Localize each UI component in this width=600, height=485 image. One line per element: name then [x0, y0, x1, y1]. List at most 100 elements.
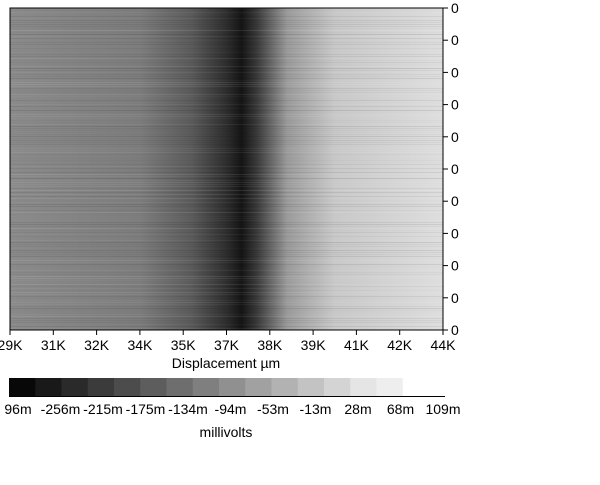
- scanline: [10, 242, 443, 243]
- scanline: [10, 124, 443, 125]
- x-tick-label: 41K: [344, 337, 370, 353]
- scanline: [10, 316, 443, 317]
- colorbar-swatch: [324, 378, 351, 396]
- y-tick-label: 0: [451, 161, 459, 177]
- scanline: [10, 122, 443, 123]
- x-tick-label: 44K: [431, 337, 457, 353]
- colorbar-tick-label: -175m: [126, 401, 166, 417]
- scanline: [10, 310, 443, 311]
- scanline: [10, 46, 443, 47]
- scanline: [10, 200, 443, 201]
- colorbar-swatch: [219, 378, 246, 396]
- colorbar-swatch: [114, 378, 141, 396]
- scanline: [10, 64, 443, 65]
- scanline: [10, 18, 443, 19]
- colorbar-tick-label: -215m: [83, 401, 123, 417]
- scanline: [10, 192, 443, 193]
- scanline: [10, 30, 443, 31]
- scanline: [10, 270, 443, 271]
- scanline: [10, 52, 443, 53]
- scanline: [10, 182, 443, 183]
- scanline: [10, 108, 443, 109]
- scanline: [10, 70, 443, 71]
- scanline: [10, 212, 443, 213]
- x-tick-label: 31K: [41, 337, 67, 353]
- scanline: [10, 22, 443, 23]
- scanline: [10, 248, 443, 249]
- scanline: [10, 260, 443, 261]
- scanline: [10, 286, 443, 287]
- scanline: [10, 114, 443, 115]
- scanline: [10, 138, 443, 139]
- scanline: [10, 40, 443, 41]
- y-tick-label: 0: [451, 322, 459, 338]
- scanline: [10, 318, 443, 319]
- scanline: [10, 210, 443, 211]
- scanline: [10, 288, 443, 289]
- scanline: [10, 326, 443, 327]
- colorbar: [9, 378, 445, 397]
- scanline: [10, 196, 443, 197]
- colorbar-swatch: [166, 378, 194, 396]
- scanline: [10, 28, 443, 29]
- scanline: [10, 160, 443, 161]
- scanline: [10, 140, 443, 141]
- scanline: [10, 308, 443, 309]
- scanline: [10, 80, 443, 81]
- scanline: [10, 60, 443, 61]
- scanline: [10, 220, 443, 221]
- scanline: [10, 76, 443, 77]
- scanline: [10, 94, 443, 95]
- scanline: [10, 290, 443, 291]
- heatmap-plot-area: [9, 7, 444, 331]
- scanline: [10, 172, 443, 173]
- scanline: [10, 120, 443, 121]
- scanline: [10, 136, 443, 137]
- scanline: [10, 272, 443, 273]
- colorbar-label: millivolts: [200, 424, 253, 440]
- colorbar-swatch: [402, 378, 430, 396]
- scanline: [10, 302, 443, 303]
- scanline: [10, 72, 443, 73]
- colorbar-swatch: [140, 378, 167, 396]
- x-tick-label: 29K: [0, 337, 23, 353]
- colorbar-tick-label: 68m: [387, 401, 414, 417]
- scanline: [10, 32, 443, 33]
- scanline: [10, 116, 443, 117]
- scanline: [10, 202, 443, 203]
- scanline: [10, 280, 443, 281]
- scanline: [10, 256, 443, 257]
- scanline: [10, 226, 443, 227]
- scanline: [10, 238, 443, 239]
- scanline: [10, 44, 443, 45]
- scanline: [10, 232, 443, 233]
- scanline: [10, 214, 443, 215]
- scanline: [10, 254, 443, 255]
- colorbar-tick-label: -256m: [41, 401, 81, 417]
- scanline: [10, 230, 443, 231]
- scanline: [10, 246, 443, 247]
- heatmap-scanlines: [10, 8, 443, 329]
- scanline: [10, 314, 443, 315]
- scanline: [10, 126, 443, 127]
- scanline: [10, 144, 443, 145]
- scanline: [10, 58, 443, 59]
- scanline: [10, 12, 443, 13]
- scanline: [10, 180, 443, 181]
- scanline: [10, 262, 443, 263]
- heatmap-field: [10, 8, 443, 330]
- scanline: [10, 26, 443, 27]
- scanline: [10, 228, 443, 229]
- scanline: [10, 146, 443, 147]
- scanline: [10, 36, 443, 37]
- colorbar-tick-label: -53m: [257, 401, 289, 417]
- colorbar-swatch: [271, 378, 299, 396]
- colorbar-swatch: [192, 378, 220, 396]
- x-tick-label: 42K: [387, 337, 413, 353]
- scanline: [10, 62, 443, 63]
- x-tick-label: 39K: [301, 337, 327, 353]
- scanline: [10, 86, 443, 87]
- scanline: [10, 20, 443, 21]
